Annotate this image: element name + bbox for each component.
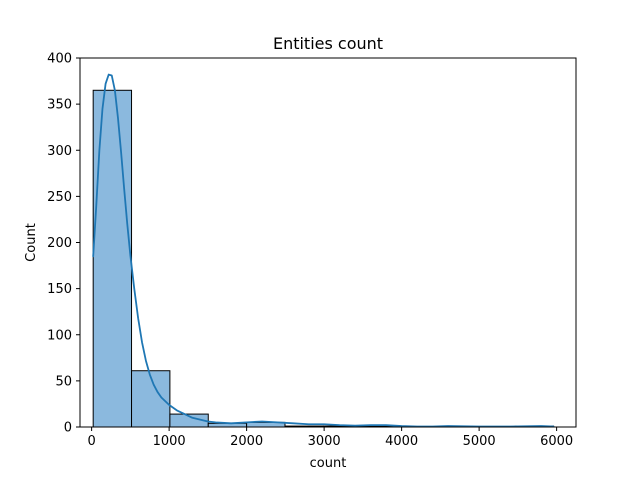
- y-tick-label: 0: [64, 421, 72, 436]
- x-ticks: 0 1000 2000 3000 4000 5000 6000: [87, 427, 573, 449]
- x-tick-label: 6000: [540, 434, 573, 449]
- y-tick-label: 350: [47, 98, 72, 113]
- y-tick-label: 150: [47, 282, 72, 297]
- x-tick-label: 2000: [230, 434, 263, 449]
- histogram-bar-0: [92, 89, 133, 428]
- x-tick-label: 4000: [385, 434, 418, 449]
- x-tick-label: 0: [87, 434, 95, 449]
- x-axis-label: count: [310, 456, 347, 471]
- y-ticks: 0 50 100 150 200 250 300 350 400: [47, 52, 80, 436]
- x-tick-label: 3000: [308, 434, 341, 449]
- y-axis-label: Count: [24, 223, 39, 262]
- y-tick-label: 250: [47, 190, 72, 205]
- x-tick-label: 1000: [153, 434, 186, 449]
- bars-layer: [92, 89, 555, 428]
- y-tick-label: 400: [47, 52, 72, 67]
- y-tick-label: 300: [47, 144, 72, 159]
- chart-title: Entities count: [273, 34, 383, 53]
- x-tick-label: 5000: [463, 434, 496, 449]
- y-tick-label: 200: [47, 236, 72, 251]
- y-tick-label: 100: [47, 328, 72, 343]
- y-tick-label: 50: [55, 374, 72, 389]
